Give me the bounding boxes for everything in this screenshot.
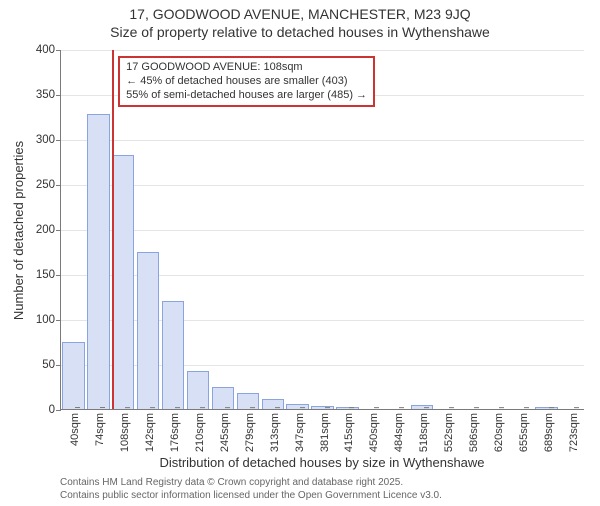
x-tick-label: 655sqm [518, 409, 530, 452]
x-tick-label: 74sqm [94, 409, 106, 446]
y-tick-label: 150 [36, 269, 61, 281]
bar-slot: 586sqm [460, 50, 485, 409]
y-tick-label: 250 [36, 179, 61, 191]
histogram-bar [237, 393, 259, 409]
x-tick-label: 415sqm [343, 409, 355, 452]
x-tick-label: 450sqm [368, 409, 380, 452]
histogram-bar [212, 387, 234, 410]
bar-slot: 620sqm [484, 50, 509, 409]
x-tick-label: 313sqm [269, 409, 281, 452]
x-tick-label: 723sqm [568, 409, 580, 452]
x-tick-label: 142sqm [144, 409, 156, 452]
x-tick-label: 279sqm [244, 409, 256, 452]
y-axis-label-container: Number of detached properties [12, 50, 26, 410]
histogram-bar [262, 399, 284, 409]
bar-slot: 689sqm [534, 50, 559, 409]
x-tick-label: 518sqm [418, 409, 430, 452]
y-tick-label: 100 [36, 314, 61, 326]
y-tick-label: 400 [36, 44, 61, 56]
x-tick-label: 347sqm [294, 409, 306, 452]
histogram-bar [87, 114, 109, 409]
x-tick-label: 40sqm [69, 409, 81, 446]
x-tick-label: 381sqm [319, 409, 331, 452]
annotation-line1: 17 GOODWOOD AVENUE: 108sqm [126, 61, 367, 75]
bar-slot: 518sqm [410, 50, 435, 409]
x-tick-label: 552sqm [443, 409, 455, 452]
bar-slot: 484sqm [385, 50, 410, 409]
chart-title-line2: Size of property relative to detached ho… [0, 24, 600, 40]
bar-slot: 655sqm [509, 50, 534, 409]
x-tick-label: 210sqm [194, 409, 206, 452]
chart-title-line1: 17, GOODWOOD AVENUE, MANCHESTER, M23 9JQ [0, 6, 600, 22]
annotation-line3: 55% of semi-detached houses are larger (… [126, 89, 367, 103]
footnote: Contains HM Land Registry data © Crown c… [60, 476, 442, 502]
annotation-box: 17 GOODWOOD AVENUE: 108sqm ← 45% of deta… [118, 56, 375, 107]
footnote-line2: Contains public sector information licen… [60, 489, 442, 502]
x-tick-label: 484sqm [393, 409, 405, 452]
annotation-line2: ← 45% of detached houses are smaller (40… [126, 75, 367, 89]
plot-area: 40sqm74sqm108sqm142sqm176sqm210sqm245sqm… [60, 50, 584, 410]
x-axis-label: Distribution of detached houses by size … [60, 455, 584, 470]
y-tick-label: 0 [49, 404, 61, 416]
x-tick-label: 108sqm [119, 409, 131, 452]
histogram-bar [62, 342, 84, 409]
x-tick-label: 245sqm [219, 409, 231, 452]
subject-marker-line [112, 50, 114, 409]
histogram-bar [137, 252, 159, 409]
y-tick-label: 200 [36, 224, 61, 236]
histogram-bar [187, 371, 209, 409]
y-tick-label: 50 [42, 359, 61, 371]
histogram-bar [162, 301, 184, 409]
y-tick-label: 350 [36, 89, 61, 101]
x-tick-label: 176sqm [169, 409, 181, 452]
x-tick-label: 586sqm [468, 409, 480, 452]
y-axis-label: Number of detached properties [12, 140, 27, 319]
histogram-bar [112, 155, 134, 409]
bar-slot: 40sqm [61, 50, 86, 409]
footnote-line1: Contains HM Land Registry data © Crown c… [60, 476, 442, 489]
bar-slot: 74sqm [86, 50, 111, 409]
x-tick-label: 620sqm [493, 409, 505, 452]
bar-slot: 723sqm [559, 50, 584, 409]
bar-slot: 552sqm [435, 50, 460, 409]
y-tick-label: 300 [36, 134, 61, 146]
x-tick-label: 689sqm [543, 409, 555, 452]
